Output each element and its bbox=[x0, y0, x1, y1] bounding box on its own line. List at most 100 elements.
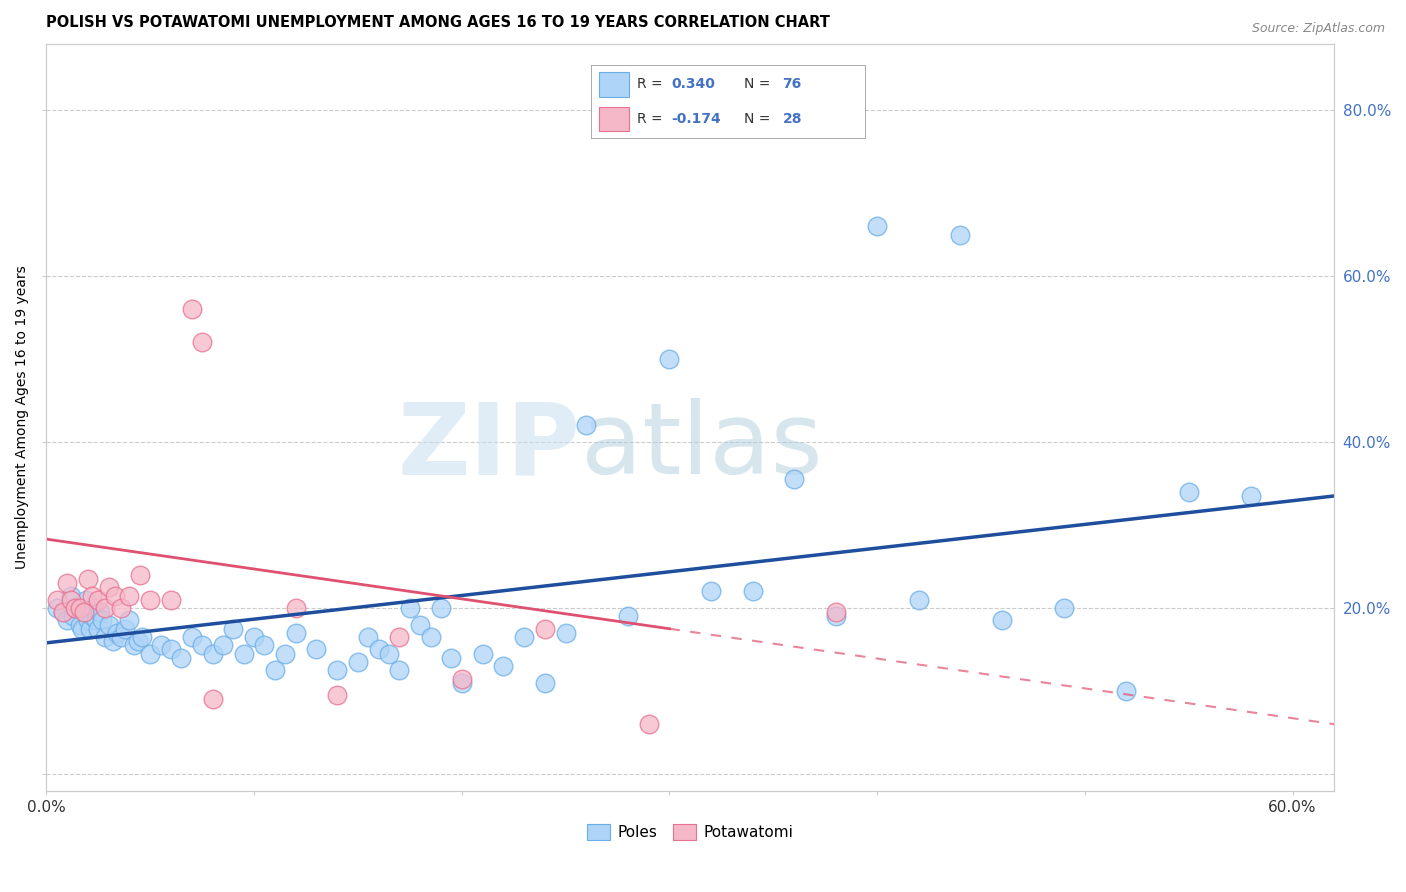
Point bbox=[65, 601, 87, 615]
Point bbox=[60, 589, 83, 603]
Point bbox=[534, 622, 557, 636]
Point bbox=[440, 650, 463, 665]
Point bbox=[430, 601, 453, 615]
Point bbox=[128, 567, 150, 582]
Point bbox=[127, 634, 149, 648]
Point bbox=[575, 418, 598, 433]
Point bbox=[52, 605, 75, 619]
Point bbox=[97, 617, 120, 632]
Point bbox=[70, 622, 93, 636]
Point bbox=[180, 302, 202, 317]
Point bbox=[87, 622, 110, 636]
Point bbox=[160, 642, 183, 657]
Point bbox=[60, 592, 83, 607]
Point bbox=[513, 630, 536, 644]
Point bbox=[114, 622, 136, 636]
FancyBboxPatch shape bbox=[599, 72, 628, 96]
Text: R =: R = bbox=[637, 112, 666, 126]
Point bbox=[65, 601, 87, 615]
Point bbox=[367, 642, 389, 657]
Point bbox=[122, 638, 145, 652]
Point bbox=[1177, 484, 1199, 499]
Point bbox=[93, 630, 115, 644]
Point bbox=[741, 584, 763, 599]
Point bbox=[253, 638, 276, 652]
Point bbox=[1115, 684, 1137, 698]
Point bbox=[274, 647, 297, 661]
Point bbox=[131, 630, 153, 644]
Point bbox=[80, 609, 103, 624]
Point bbox=[326, 663, 349, 677]
Point bbox=[83, 601, 105, 615]
Point bbox=[149, 638, 172, 652]
Point bbox=[77, 572, 100, 586]
Point bbox=[73, 605, 96, 619]
Point bbox=[243, 630, 266, 644]
Point bbox=[191, 638, 214, 652]
Text: -0.174: -0.174 bbox=[672, 112, 721, 126]
Text: N =: N = bbox=[744, 112, 775, 126]
Point bbox=[201, 692, 224, 706]
Point bbox=[866, 219, 889, 234]
Point bbox=[658, 351, 681, 366]
Point bbox=[118, 589, 141, 603]
Point bbox=[824, 609, 846, 624]
Point bbox=[93, 601, 115, 615]
Text: POLISH VS POTAWATOMI UNEMPLOYMENT AMONG AGES 16 TO 19 YEARS CORRELATION CHART: POLISH VS POTAWATOMI UNEMPLOYMENT AMONG … bbox=[46, 15, 830, 30]
Text: atlas: atlas bbox=[581, 399, 823, 495]
Point bbox=[89, 605, 111, 619]
Point bbox=[110, 601, 132, 615]
Point bbox=[419, 630, 441, 644]
Text: 76: 76 bbox=[782, 78, 801, 92]
Point bbox=[949, 227, 972, 242]
Point bbox=[110, 630, 132, 644]
Point bbox=[450, 672, 472, 686]
Point bbox=[450, 675, 472, 690]
Point bbox=[73, 605, 96, 619]
Point bbox=[80, 589, 103, 603]
Text: 0.340: 0.340 bbox=[672, 78, 716, 92]
Point bbox=[139, 592, 162, 607]
Point bbox=[1240, 489, 1263, 503]
Point bbox=[77, 614, 100, 628]
Point bbox=[56, 576, 79, 591]
Point bbox=[492, 659, 515, 673]
Text: ZIP: ZIP bbox=[398, 399, 581, 495]
Point bbox=[232, 647, 254, 661]
Point bbox=[637, 717, 659, 731]
Point bbox=[52, 605, 75, 619]
Point bbox=[399, 601, 422, 615]
Point bbox=[471, 647, 494, 661]
Point bbox=[783, 472, 806, 486]
Point bbox=[45, 601, 67, 615]
Point bbox=[222, 622, 245, 636]
Point bbox=[79, 622, 101, 636]
Point bbox=[69, 601, 91, 615]
Point bbox=[700, 584, 723, 599]
Point bbox=[87, 592, 110, 607]
Text: R =: R = bbox=[637, 78, 666, 92]
Point bbox=[75, 592, 97, 607]
Point bbox=[180, 630, 202, 644]
Point bbox=[139, 647, 162, 661]
Point bbox=[305, 642, 328, 657]
Point bbox=[170, 650, 193, 665]
Text: 28: 28 bbox=[782, 112, 801, 126]
Point bbox=[284, 601, 307, 615]
Point bbox=[97, 580, 120, 594]
Point bbox=[378, 647, 401, 661]
Point bbox=[284, 626, 307, 640]
Point bbox=[191, 335, 214, 350]
Point bbox=[617, 609, 640, 624]
Point bbox=[56, 614, 79, 628]
Point bbox=[824, 605, 846, 619]
Point bbox=[118, 614, 141, 628]
Point bbox=[907, 592, 929, 607]
Legend: Poles, Potawatomi: Poles, Potawatomi bbox=[581, 818, 800, 847]
Point bbox=[105, 626, 128, 640]
Point bbox=[409, 617, 432, 632]
Point bbox=[91, 614, 114, 628]
Point bbox=[69, 617, 91, 632]
Point bbox=[357, 630, 380, 644]
Point bbox=[388, 630, 411, 644]
